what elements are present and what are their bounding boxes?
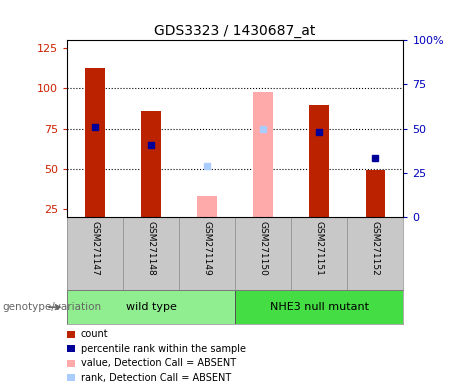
Bar <box>254 92 273 217</box>
Text: GSM271147: GSM271147 <box>90 220 100 275</box>
Text: wild type: wild type <box>125 302 177 312</box>
Text: genotype/variation: genotype/variation <box>2 302 101 312</box>
Text: GSM271151: GSM271151 <box>315 220 324 275</box>
Text: rank, Detection Call = ABSENT: rank, Detection Call = ABSENT <box>81 373 231 383</box>
Text: percentile rank within the sample: percentile rank within the sample <box>81 344 246 354</box>
Bar <box>85 68 105 217</box>
Text: GSM271149: GSM271149 <box>202 220 212 275</box>
Bar <box>141 111 161 217</box>
Text: count: count <box>81 329 108 339</box>
Title: GDS3323 / 1430687_at: GDS3323 / 1430687_at <box>154 24 316 38</box>
Bar <box>67 290 235 324</box>
Text: value, Detection Call = ABSENT: value, Detection Call = ABSENT <box>81 358 236 368</box>
Text: NHE3 null mutant: NHE3 null mutant <box>270 302 369 312</box>
Bar <box>235 290 403 324</box>
Bar <box>197 196 217 217</box>
Text: GSM271150: GSM271150 <box>259 220 268 275</box>
Text: GSM271148: GSM271148 <box>147 220 155 275</box>
Bar <box>366 170 385 217</box>
Text: GSM271152: GSM271152 <box>371 220 380 275</box>
Bar <box>309 104 329 217</box>
